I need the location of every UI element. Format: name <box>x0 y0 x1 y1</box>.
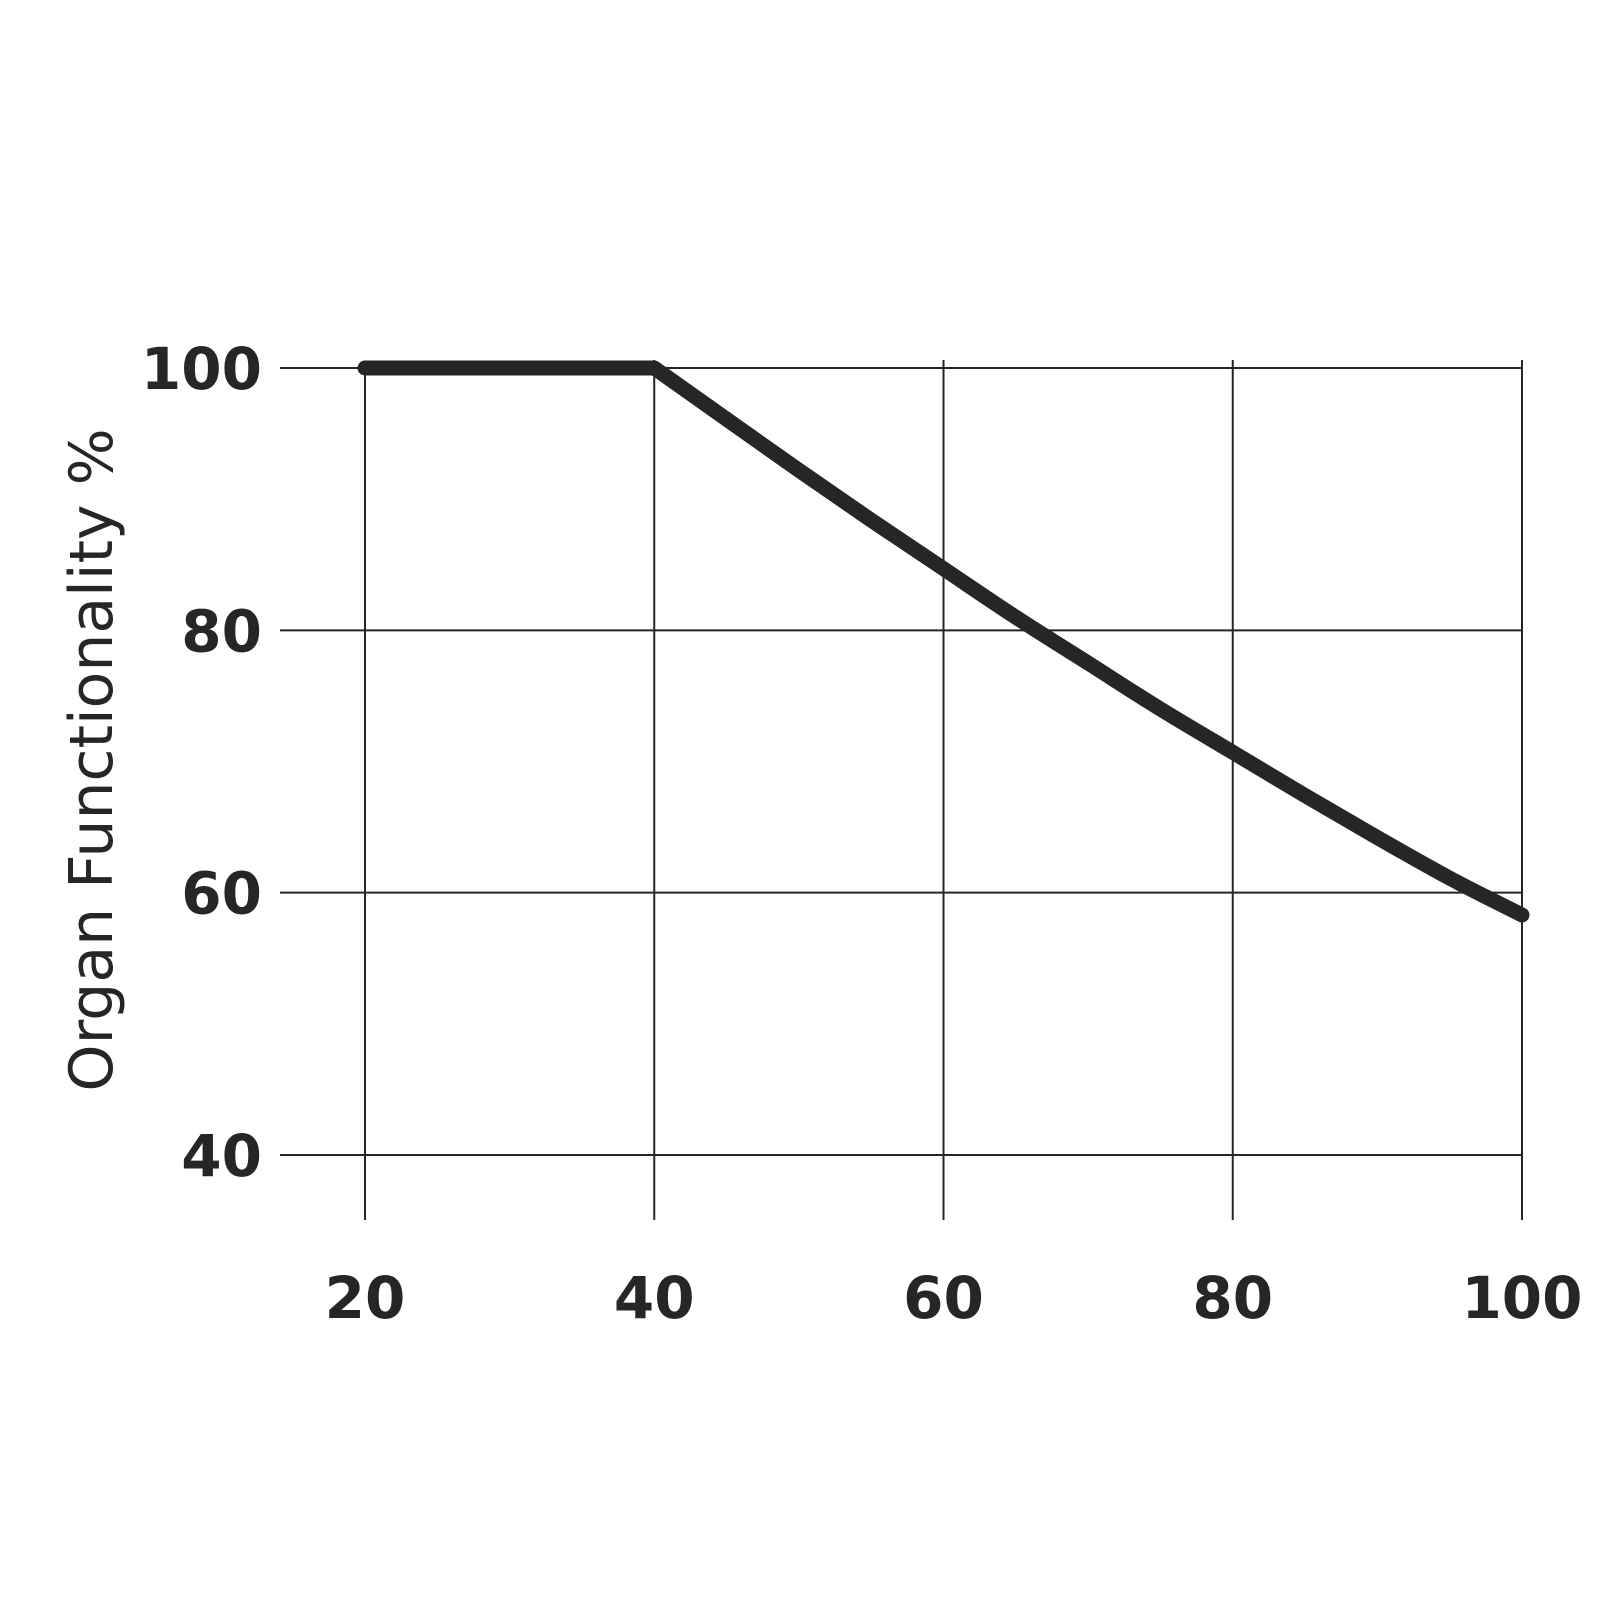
series-line <box>357 360 1530 923</box>
x-tick-label: 100 <box>1461 1264 1582 1332</box>
series-lines <box>357 360 1530 923</box>
x-tick-label: 80 <box>1192 1264 1273 1332</box>
y-tick-label: 80 <box>181 597 262 665</box>
grid <box>280 360 1523 1220</box>
x-tick-label: 60 <box>903 1264 984 1332</box>
tick-labels: 40 60 80 100 20 40 60 80 100 <box>141 335 1583 1332</box>
y-tick-label: 100 <box>141 335 262 403</box>
x-tick-label: 40 <box>614 1264 695 1332</box>
y-tick-label: 60 <box>181 860 262 928</box>
y-axis-title: Organ Functionality % <box>57 428 127 1091</box>
y-tick-label: 40 <box>181 1122 262 1190</box>
x-tick-label: 20 <box>325 1264 406 1332</box>
